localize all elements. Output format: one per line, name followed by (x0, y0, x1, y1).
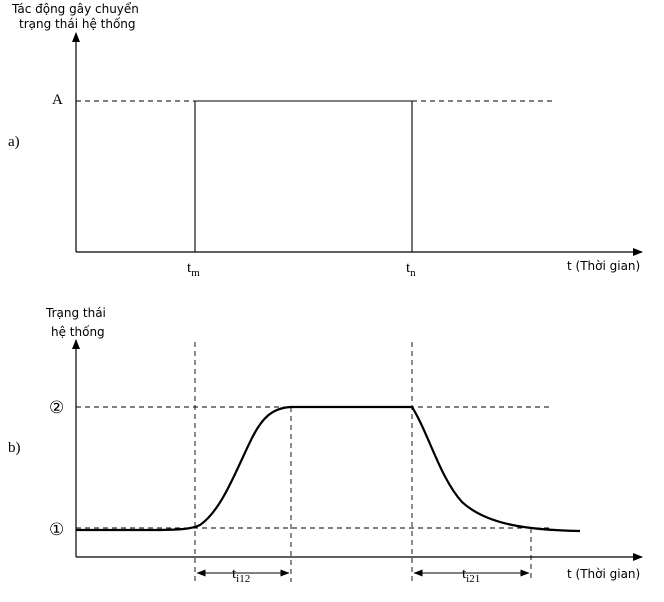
panel-b-y-axis-title-line2: hệ thống (51, 325, 105, 339)
panel-b-x-axis-label: t (Thời gian) (567, 567, 640, 581)
panel-a-y-axis-title-line1: Tác động gây chuyển (11, 2, 139, 16)
panel-b-ti21-label: ti21 (462, 566, 480, 585)
panel-b-y-axis-title-line1: Trạng thái (45, 306, 106, 320)
panel-b-state-2-label: ② (49, 398, 64, 417)
panel-b: Trạng thái hệ thống b) ② ① ti12 ti21 t (… (8, 306, 643, 585)
panel-a-x-axis-label: t (Thời gian) (567, 259, 640, 273)
panel-a-tn-label: tn (406, 260, 416, 279)
panel-a: Tác động gây chuyển trạng thái hệ thống … (8, 2, 643, 279)
panel-a-y-axis-title-line2: trạng thái hệ thống (19, 17, 136, 31)
panel-a-pulse (194, 100, 413, 252)
panel-a-level-label: A (52, 92, 63, 108)
panel-b-label: b) (8, 440, 21, 456)
panel-b-ti12-label: ti12 (232, 566, 250, 585)
panel-b-state-1-label: ① (49, 520, 64, 539)
panel-a-label: a) (8, 134, 20, 150)
panel-b-response-curve (76, 405, 581, 533)
panel-a-tm-label: tm (187, 260, 200, 279)
